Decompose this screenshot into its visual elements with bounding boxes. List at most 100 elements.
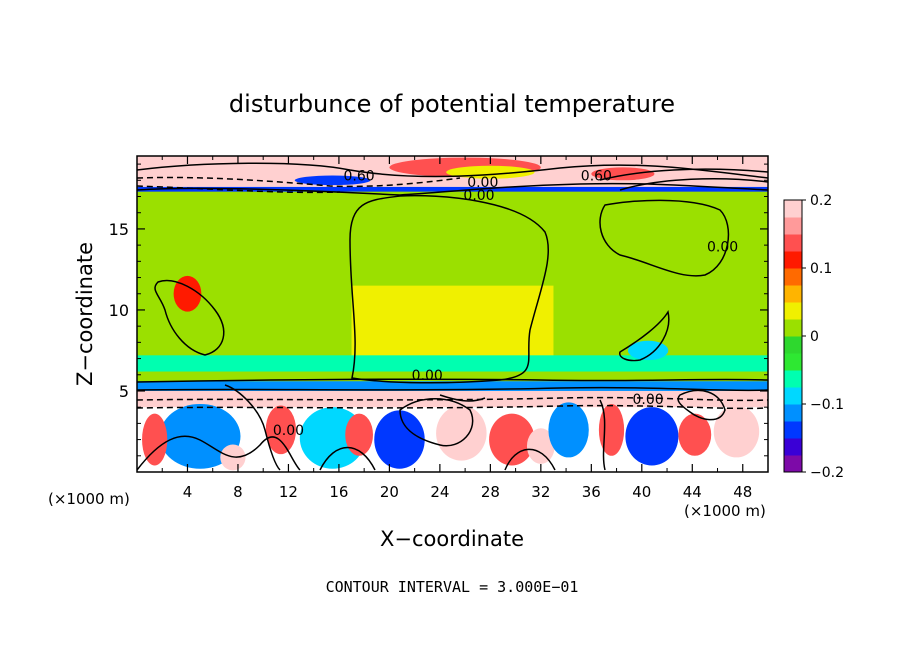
x-tick-label-1: 8 — [233, 483, 243, 501]
colorbar-ticks: 0.2 0.1 0 −0.1 −0.2 — [802, 193, 844, 481]
field-blob-3 — [265, 405, 297, 455]
contour-line-lower-4 — [399, 398, 474, 447]
colorbar-swatch-5 — [784, 370, 802, 388]
contour-line-upper-left — [349, 194, 549, 384]
plot-frame — [136, 155, 769, 473]
contour-label-7: 0.00 — [633, 392, 664, 408]
x-axis-unit-left: (×1000 m) — [48, 490, 130, 508]
contour-line-top-dashed-2 — [137, 185, 341, 194]
field-blob-20 — [173, 275, 202, 312]
contour-line-top-2 — [137, 182, 768, 196]
contour-line-top-1 — [137, 162, 768, 179]
x-axis-ticks: 4 8 12 16 20 24 28 32 36 40 44 48 — [161, 156, 752, 501]
field-region-2 — [137, 355, 768, 372]
colorbar-tick-label-1: 0.1 — [810, 261, 832, 277]
y-tick-label-2: 15 — [109, 220, 129, 239]
colorbar-tick-label-3: −0.1 — [810, 397, 844, 413]
contour-line-lower-2 — [137, 435, 301, 471]
contour-line-right-plume — [619, 310, 670, 362]
x-axis-label: X−coordinate — [380, 527, 524, 551]
field-blob-6 — [374, 410, 425, 469]
field-blob-7 — [436, 405, 487, 461]
colorbar-swatch-3 — [784, 404, 802, 422]
x-tick-label-4: 20 — [380, 483, 399, 501]
contour-line-upper-right — [599, 199, 730, 277]
contour-line-mid — [137, 378, 768, 383]
colorbar-tick-label-4: −0.2 — [810, 465, 844, 481]
colorbar-swatch-2 — [784, 421, 802, 439]
colorbar-swatches — [784, 200, 802, 473]
contour-line-top-dashed-1 — [137, 176, 461, 188]
field-blob-14 — [713, 405, 760, 458]
x-tick-label-2: 12 — [279, 483, 298, 501]
colorbar-swatch-15 — [784, 200, 802, 218]
field-blob-12 — [625, 407, 679, 466]
field-blob-11 — [598, 403, 625, 456]
colorbar-swatch-0 — [784, 455, 802, 473]
colorbar-swatch-12 — [784, 251, 802, 269]
y-axis-ticks: 5 10 15 — [109, 163, 768, 457]
field-regions — [137, 156, 768, 408]
contour-label-6: 0.00 — [273, 423, 304, 439]
field-blob-9 — [526, 428, 555, 464]
contour-lines — [137, 162, 768, 471]
contour-label-1: 0.00 — [467, 175, 498, 191]
contour-label-5: 0.00 — [412, 368, 443, 384]
colorbar-tick-label-0: 0.2 — [810, 193, 832, 209]
field-region-3 — [137, 381, 768, 391]
field-blob-15 — [138, 157, 202, 178]
field-blob-10 — [548, 402, 589, 458]
x-tick-label-0: 4 — [183, 483, 193, 501]
contour-line-lower-9 — [439, 394, 486, 402]
contour-line-lower-8 — [224, 384, 281, 471]
colorbar: 0.2 0.1 0 −0.1 −0.2 — [783, 193, 844, 481]
colorbar-swatch-4 — [784, 387, 802, 405]
chart-title: disturbunce of potential temperature — [229, 90, 675, 118]
x-tick-label-8: 36 — [582, 483, 601, 501]
contour-line-lower-7 — [677, 389, 726, 421]
x-tick-label-6: 28 — [481, 483, 500, 501]
colorbar-swatch-1 — [784, 438, 802, 456]
field-region-5 — [137, 186, 768, 192]
plot-area: 0.60 0.000.000.600.000.000.000.00 — [137, 156, 768, 472]
x-axis-unit-right: (×1000 m) — [684, 502, 766, 520]
field-blob-13 — [678, 413, 712, 456]
field-blob-16 — [294, 175, 371, 186]
contour-labels: 0.60 0.000.000.600.000.000.000.00 — [273, 168, 738, 438]
contour-line-lower-6 — [599, 399, 606, 471]
field-blob-8 — [489, 413, 535, 466]
x-tick-label-7: 32 — [531, 483, 550, 501]
colorbar-swatch-14 — [784, 217, 802, 235]
contour-line-lower-5 — [504, 448, 556, 471]
contour-label-4: 0.00 — [707, 240, 738, 256]
colorbar-tick-label-2: 0 — [810, 329, 819, 345]
y-tick-label-1: 10 — [109, 301, 129, 320]
contour-interval-note: CONTOUR INTERVAL = 3.000E−01 — [326, 578, 579, 596]
x-tick-label-5: 24 — [430, 483, 449, 501]
x-tick-label-9: 40 — [632, 483, 651, 501]
contour-label-2: 0.00 — [463, 188, 494, 204]
colorbar-swatch-6 — [784, 353, 802, 371]
field-blob-5 — [345, 413, 373, 456]
x-tick-label-3: 16 — [329, 483, 348, 501]
colorbar-swatch-10 — [784, 285, 802, 303]
x-tick-label-10: 44 — [683, 483, 702, 501]
contour-line-lower-1 — [137, 386, 768, 392]
colorbar-swatch-11 — [784, 268, 802, 286]
contour-line-top-right-2 — [619, 177, 768, 191]
field-blobs — [138, 157, 760, 471]
contour-line-lower-3 — [319, 446, 376, 471]
contour-label-0: 0.60 — [344, 168, 375, 184]
y-axis-label: Z−coordinate — [73, 242, 97, 386]
x-tick-label-11: 48 — [733, 483, 752, 501]
colorbar-swatch-9 — [784, 302, 802, 320]
colorbar-swatch-7 — [784, 336, 802, 354]
y-tick-label-0: 5 — [119, 382, 129, 401]
field-region-1 — [351, 285, 554, 367]
contour-line-left-plume — [154, 279, 225, 356]
contour-label-3: 0.60 — [581, 168, 612, 184]
field-blob-19 — [591, 167, 655, 181]
colorbar-swatch-13 — [784, 234, 802, 252]
contour-line-top-right — [599, 168, 768, 181]
